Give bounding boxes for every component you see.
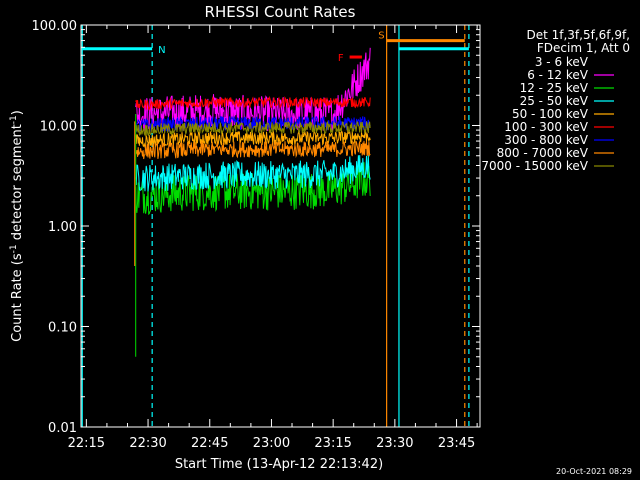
- legend-label: 800 - 7000 keV: [497, 146, 589, 160]
- legend-label: 3 - 6 keV: [535, 55, 589, 69]
- series-line: [135, 55, 371, 213]
- x-tick-label: 22:45: [191, 436, 228, 451]
- series-line: [135, 115, 371, 133]
- y-tick-label: 100.00: [32, 19, 78, 34]
- footer-timestamp: 20-Oct-2021 08:29: [556, 467, 632, 476]
- series-line: [135, 155, 371, 192]
- x-tick-label: 22:30: [129, 436, 166, 451]
- flag-bar-label: S: [378, 31, 384, 42]
- plot-area: N S F: [81, 25, 470, 427]
- legend-label: 300 - 800 keV: [504, 133, 588, 147]
- series-line: [135, 140, 371, 160]
- y-tick-label: 1.00: [48, 220, 77, 235]
- flag-bar-label: F: [338, 53, 344, 64]
- x-axis-label: Start Time (13-Apr-12 22:13:42): [175, 457, 383, 472]
- y-axis-label: Count Rate (s-1 detector segment-1): [9, 110, 25, 342]
- series-line: [135, 95, 371, 112]
- x-tick-label: 23:45: [438, 436, 475, 451]
- legend-label: 7000 - 15000 keV: [481, 159, 588, 173]
- legend-label: 25 - 50 keV: [520, 94, 589, 108]
- series-line: [135, 128, 371, 149]
- x-tick-label: 23:15: [314, 436, 351, 451]
- y-axis-label-end: ): [10, 110, 25, 115]
- legend-label: 50 - 100 keV: [512, 107, 589, 121]
- x-tick-label: 23:00: [253, 436, 290, 451]
- legend-header-line1: Det 1f,3f,5f,6f,9f,: [526, 28, 630, 42]
- legend: Det 1f,3f,5f,6f,9f, FDecim 1, Att 0 3 - …: [481, 28, 630, 173]
- x-tick-label: 22:15: [68, 436, 105, 451]
- legend-label: 6 - 12 keV: [527, 68, 589, 82]
- chart-title: RHESSI Count Rates: [205, 3, 356, 21]
- y-tick-label: 0.01: [48, 421, 77, 436]
- series-line: [135, 120, 371, 137]
- y-axis-label-mid: detector segment: [10, 124, 25, 244]
- y-axis-label-main: Count Rate (s: [10, 253, 25, 342]
- y-axis-label-sup2: -1: [9, 115, 19, 124]
- legend-label: 12 - 25 keV: [520, 81, 589, 95]
- legend-header-line2: FDecim 1, Att 0: [537, 41, 630, 55]
- y-axis-label-sup1: -1: [9, 244, 19, 253]
- y-tick-label: 0.10: [48, 321, 77, 336]
- flag-bar-label: N: [158, 45, 165, 56]
- series-line: [135, 162, 371, 216]
- x-tick-label: 23:30: [376, 436, 413, 451]
- legend-label: 100 - 300 keV: [504, 120, 588, 134]
- y-tick-label: 10.00: [40, 120, 77, 135]
